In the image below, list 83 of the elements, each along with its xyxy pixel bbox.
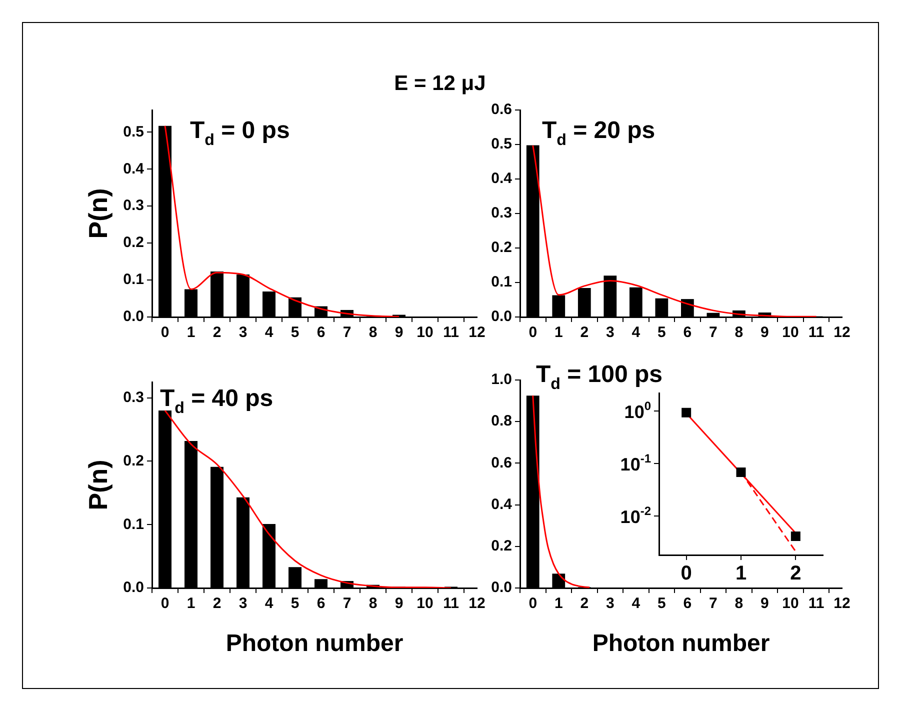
x-tick-label: 4 xyxy=(632,324,641,342)
x-tick-label: 4 xyxy=(264,595,274,612)
y-tick-label: 0.2 xyxy=(123,234,144,252)
y-tick-label: 0.6 xyxy=(491,101,512,118)
x-tick-label: 8 xyxy=(734,595,744,612)
x-tick-label: 9 xyxy=(760,324,769,342)
x-tick-label: 4 xyxy=(264,324,274,342)
x-tick-label: 2 xyxy=(212,595,222,612)
y-tick-label: 0.3 xyxy=(123,388,144,406)
x-tick-label: 3 xyxy=(238,324,248,342)
y-tick-label: 0.4 xyxy=(123,160,145,178)
y-tick-label: 0.6 xyxy=(491,454,512,472)
x-tick-label: 9 xyxy=(394,595,404,612)
x-tick-label: 8 xyxy=(368,324,378,342)
y-tick-label: 0.2 xyxy=(491,239,512,256)
y-tick-label: 0.5 xyxy=(123,123,144,140)
x-tick-label: 8 xyxy=(368,595,378,612)
x-tick-label: 2 xyxy=(212,324,222,342)
x-tick-label: 2 xyxy=(580,324,589,342)
y-tick-label: 0.4 xyxy=(491,170,513,188)
x-tick-label: 11 xyxy=(443,324,459,342)
x-tick-label: 11 xyxy=(443,595,459,612)
x-tick-label: 7 xyxy=(342,595,352,612)
x-tick-label: 12 xyxy=(834,595,850,612)
x-tick-label: 4 xyxy=(632,595,641,612)
x-tick-label: 6 xyxy=(683,595,692,612)
x-tick-label: 5 xyxy=(658,324,666,342)
y-tick-label: 0.1 xyxy=(491,274,512,291)
x-tick-label: 5 xyxy=(658,595,666,612)
x-tick-label: 11 xyxy=(808,595,824,612)
y-tick-label: 0.1 xyxy=(123,271,144,288)
x-tick-label: 12 xyxy=(468,595,486,612)
x-tick-label: 12 xyxy=(834,324,850,342)
x-axis-title: Photon number xyxy=(226,630,404,658)
x-tick-label: 7 xyxy=(709,595,718,612)
x-tick-label: 12 xyxy=(468,324,486,342)
y-tick-label: 0.2 xyxy=(123,452,144,470)
x-tick-label: 5 xyxy=(290,595,300,612)
x-tick-label: 0 xyxy=(528,324,538,342)
y-axis-title: P(n) xyxy=(82,460,113,510)
x-tick-label: 10 xyxy=(782,324,799,342)
x-tick-label: 3 xyxy=(606,595,614,612)
x-tick-label: 9 xyxy=(394,324,404,342)
x-tick-label: 7 xyxy=(342,324,352,342)
x-tick-label: 10 xyxy=(416,595,434,612)
x-tick-label: 1 xyxy=(554,595,563,612)
y-tick-label: 0.0 xyxy=(123,308,144,326)
x-tick-label: 6 xyxy=(683,324,692,342)
y-tick-label: 0.0 xyxy=(123,579,144,596)
y-tick-label: 0.3 xyxy=(123,197,144,214)
y-tick-label: 0.3 xyxy=(491,204,512,222)
y-tick-label: 0.2 xyxy=(491,538,512,555)
x-tick-label: 6 xyxy=(316,595,326,612)
x-tick-label: 1 xyxy=(186,595,196,612)
y-tick-label: 0.8 xyxy=(491,412,512,430)
x-tick-label: 10 xyxy=(782,595,799,612)
x-tick-label: 2 xyxy=(790,562,802,585)
y-tick-label: 0.1 xyxy=(123,516,144,533)
x-tick-label: 0 xyxy=(680,562,692,585)
chart-title: E = 12 μJ xyxy=(393,72,487,96)
x-tick-label: 10 xyxy=(416,324,434,342)
y-tick-label: 0.4 xyxy=(491,496,513,513)
x-tick-label: 6 xyxy=(316,324,326,342)
x-tick-label: 9 xyxy=(760,595,769,612)
x-tick-label: 1 xyxy=(554,324,563,342)
y-tick-label: 0.0 xyxy=(491,308,512,326)
x-tick-label: 0 xyxy=(160,324,170,342)
x-tick-label: 0 xyxy=(160,595,170,612)
x-tick-label: 3 xyxy=(606,324,614,342)
x-tick-label: 3 xyxy=(238,595,248,612)
x-axis-title: Photon number xyxy=(592,630,770,658)
x-tick-label: 2 xyxy=(580,595,589,612)
x-tick-label: 0 xyxy=(528,595,538,612)
y-tick-label: 0.0 xyxy=(491,579,512,596)
y-tick-label: 0.5 xyxy=(491,136,512,153)
y-axis-title: P(n) xyxy=(82,188,113,239)
x-tick-label: 7 xyxy=(709,324,718,342)
y-tick-label: 1.0 xyxy=(491,371,512,388)
x-tick-label: 5 xyxy=(290,324,300,342)
x-tick-label: 11 xyxy=(808,324,824,342)
x-tick-label: 8 xyxy=(734,324,744,342)
x-tick-label: 1 xyxy=(186,324,196,342)
x-tick-label: 1 xyxy=(735,562,747,585)
